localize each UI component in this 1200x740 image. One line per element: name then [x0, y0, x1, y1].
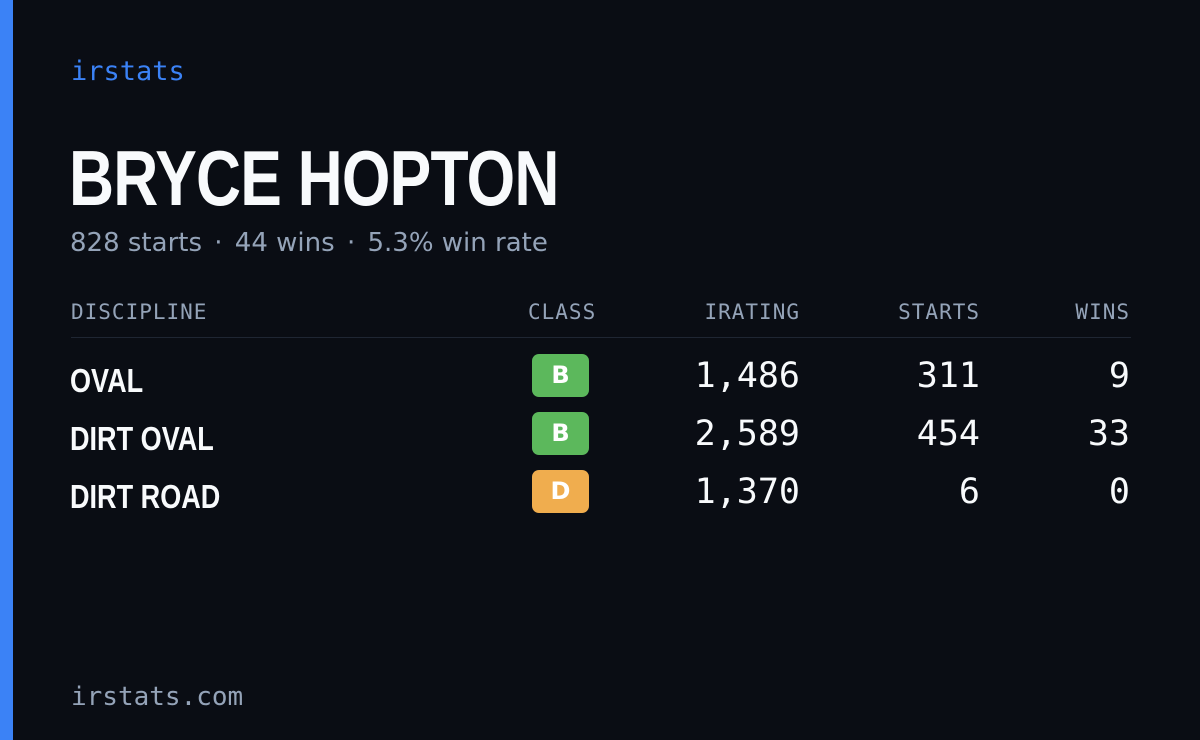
table-row: DIRT OVAL B 2,589 454 33 [0, 412, 1200, 470]
discipline-name: DIRT OVAL [70, 420, 214, 457]
class-badge: B [532, 354, 589, 397]
irating-value: 1,486 [694, 356, 800, 396]
brand-logo-text: irstats [71, 56, 185, 87]
header-class: CLASS [528, 300, 597, 324]
starts-value: 6 [958, 472, 980, 512]
class-badge: D [532, 470, 589, 513]
wins-value: 33 [1087, 414, 1130, 454]
irating-value: 2,589 [694, 414, 800, 454]
driver-summary: 828 starts · 44 wins · 5.3% win rate [70, 228, 548, 258]
win-rate-summary: 5.3% win rate [367, 228, 548, 258]
header-starts: STARTS [898, 300, 980, 324]
table-row: DIRT ROAD D 1,370 6 0 [0, 470, 1200, 528]
starts-value: 454 [916, 414, 980, 454]
starts-summary: 828 starts [70, 228, 202, 258]
accent-bar [0, 0, 13, 740]
separator: · [214, 228, 223, 258]
wins-value: 0 [1108, 472, 1130, 512]
header-wins: WINS [1075, 300, 1130, 324]
driver-name: BRYCE HOPTON [69, 134, 559, 222]
separator: · [346, 228, 356, 258]
starts-value: 311 [916, 356, 980, 396]
footer-domain: irstats.com [71, 682, 244, 712]
header-divider [71, 337, 1131, 338]
header-discipline: DISCIPLINE [71, 300, 208, 324]
header-irating: IRATING [704, 300, 800, 324]
irating-value: 1,370 [694, 472, 800, 512]
wins-summary: 44 wins [234, 228, 335, 258]
wins-value: 9 [1108, 356, 1130, 396]
discipline-name: OVAL [70, 362, 144, 399]
table-row: OVAL B 1,486 311 9 [0, 354, 1200, 412]
discipline-name: DIRT ROAD [70, 478, 221, 515]
class-badge: B [532, 412, 589, 455]
